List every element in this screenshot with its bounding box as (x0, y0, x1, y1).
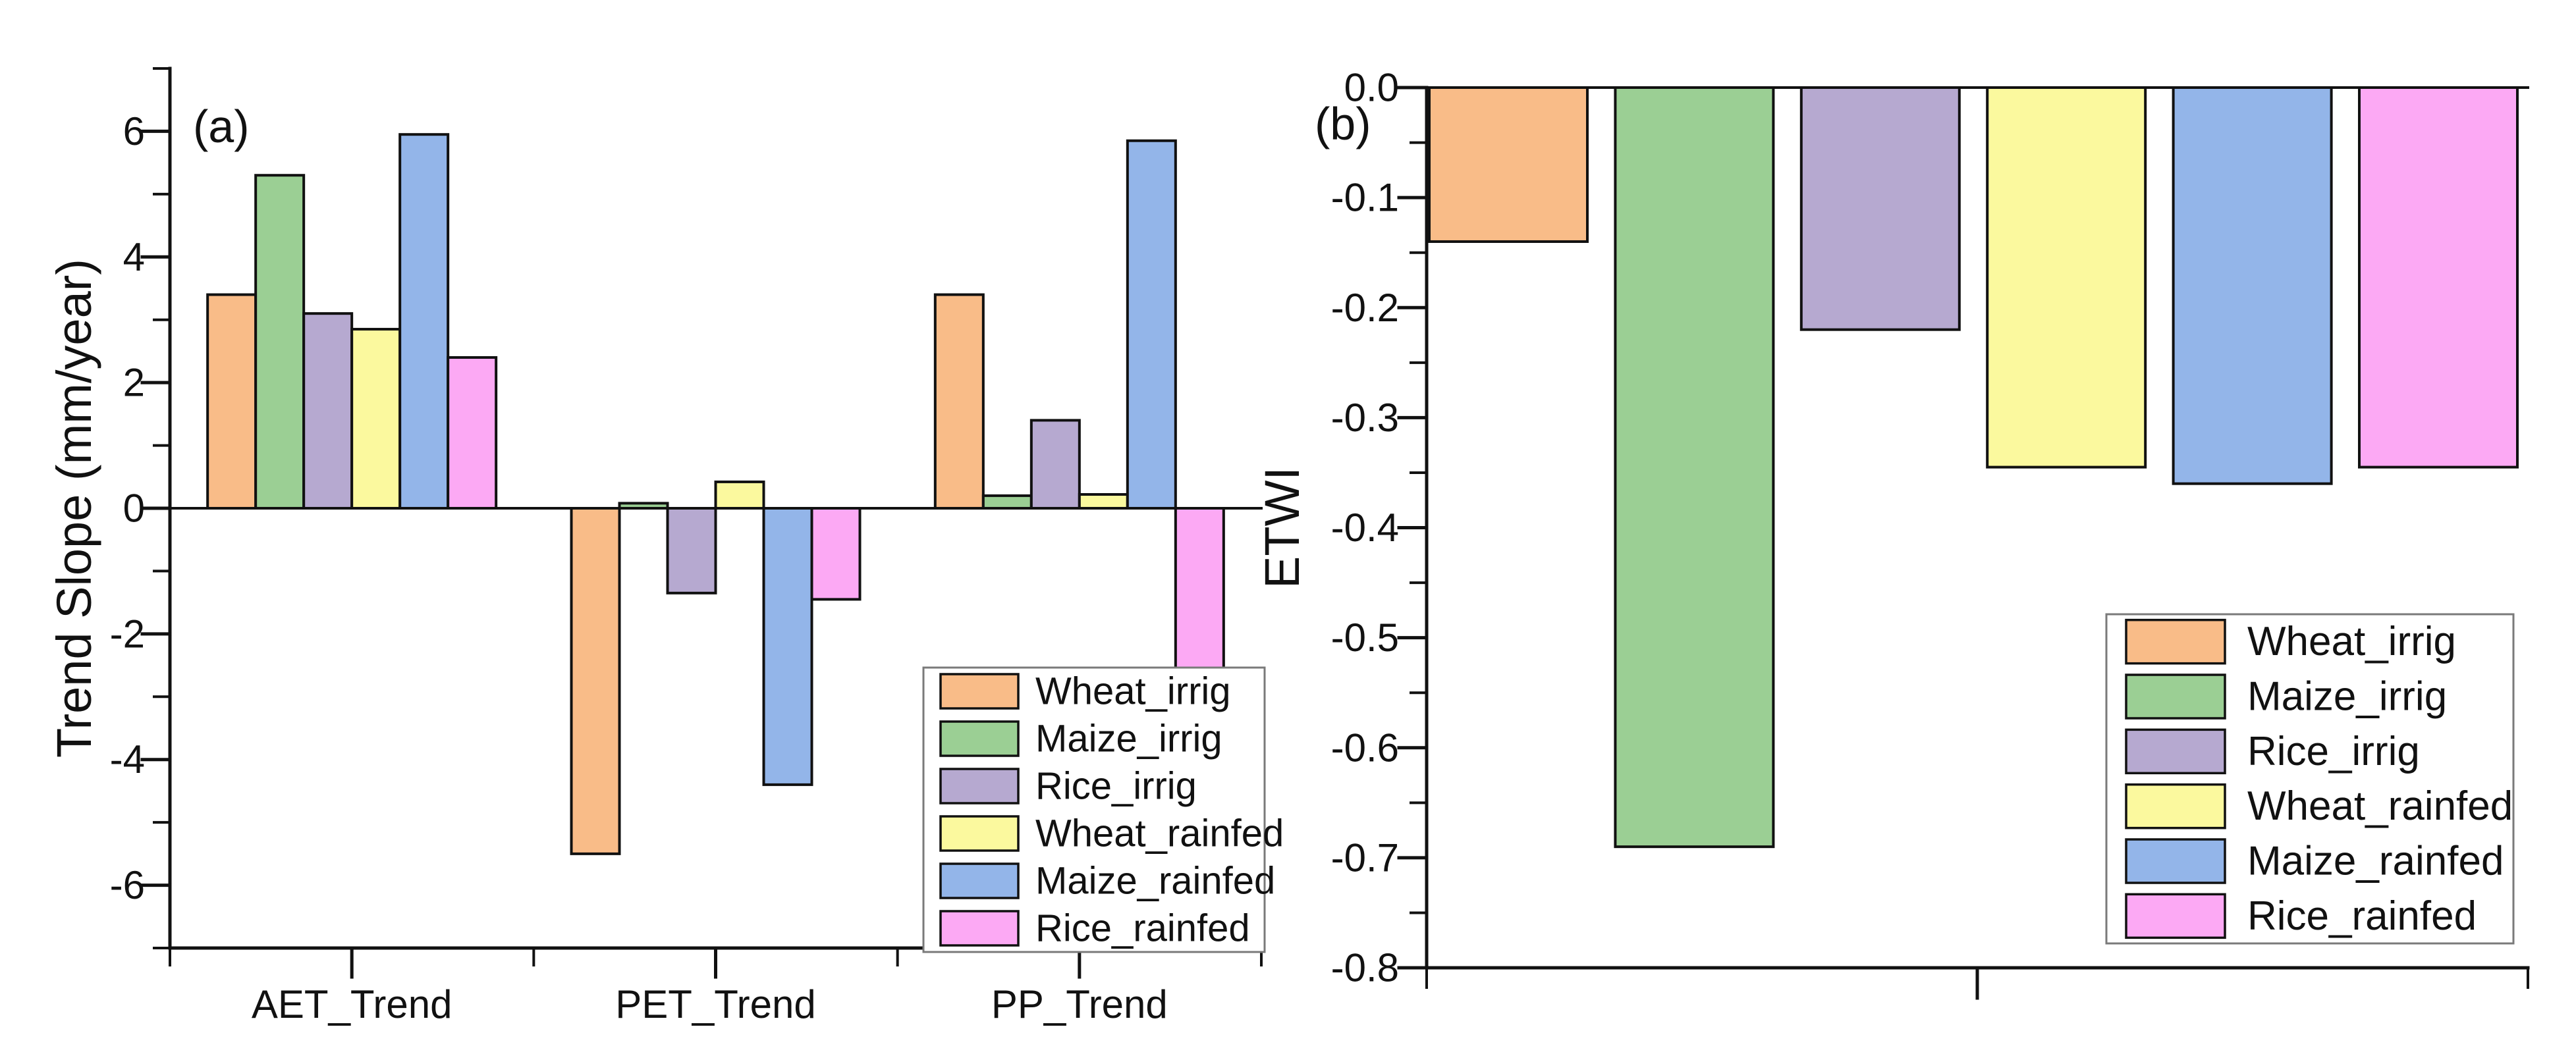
bar-Wheat_rainfed-AET_Trend (350, 328, 402, 510)
bar-Rice_rainfed-etwi (2358, 86, 2519, 469)
bar-Rice_irrig-AET_Trend (302, 312, 354, 510)
legend-a-swatch-Wheat_rainfed (939, 815, 1020, 852)
bar-Maize_irrig-PET_Trend (618, 502, 669, 510)
y-axis-b-tick-label: -0.8 (1331, 946, 1399, 990)
legend-b-swatch-Maize_irrig (2125, 673, 2226, 720)
y-axis-a-tick-label: 0 (123, 487, 145, 531)
bar-Wheat_irrig-PP_Trend (933, 293, 985, 510)
y-axis-b-tick-label: -0.6 (1331, 726, 1399, 770)
bar-Wheat_irrig-PET_Trend (570, 507, 621, 855)
legend-a-label-Wheat_irrig: Wheat_irrig (1035, 670, 1231, 713)
panel-label-b: (b) (1315, 98, 1371, 149)
y-axis-a-tick-label: -2 (110, 612, 145, 656)
bar-Wheat_rainfed-etwi (1986, 86, 2147, 469)
legend-a-label-Rice_rainfed: Rice_rainfed (1035, 907, 1250, 950)
x-axis-a-category-label: PP_Trend (991, 982, 1168, 1026)
bar-Rice_irrig-PP_Trend (1029, 419, 1081, 510)
legend-b-swatch-Wheat_irrig (2125, 618, 2226, 665)
y-axis-b-tick-label: 0.0 (1344, 66, 1399, 110)
bar-Wheat_rainfed-PET_Trend (714, 480, 765, 510)
legend-a-label-Wheat_rainfed: Wheat_rainfed (1035, 812, 1284, 855)
bar-Maize_rainfed-PP_Trend (1126, 139, 1177, 510)
y-axis-a-title: Trend Slope (mm/year) (47, 259, 101, 758)
legend-b-label-Rice_irrig: Rice_irrig (2247, 729, 2420, 774)
y-axis-a-tick-label: -6 (110, 863, 145, 907)
panel-label-a: (a) (193, 101, 250, 152)
bar-Wheat_irrig-AET_Trend (206, 293, 258, 510)
legend-b-label-Wheat_irrig: Wheat_irrig (2247, 619, 2456, 664)
legend-a-swatch-Wheat_irrig (939, 673, 1020, 710)
bar-Wheat_rainfed-PP_Trend (1078, 493, 1129, 510)
legend-b-swatch-Rice_rainfed (2125, 893, 2226, 939)
y-axis-b-title: ETWI (1255, 467, 1309, 589)
bar-Rice_rainfed-PP_Trend (1174, 507, 1225, 670)
y-axis-b-tick-label: -0.7 (1331, 835, 1399, 880)
y-axis-a-tick-label: 4 (123, 235, 145, 279)
bar-Rice_irrig-etwi (1799, 86, 1961, 331)
legend-a-box (922, 666, 1266, 953)
x-axis-a-category-label: AET_Trend (252, 982, 452, 1026)
bar-Maize_irrig-etwi (1614, 86, 1775, 849)
y-axis-a-tick-label: 2 (123, 361, 145, 405)
legend-a-label-Maize_rainfed: Maize_rainfed (1035, 860, 1275, 903)
y-axis-b-tick-label: -0.5 (1331, 616, 1399, 660)
legend-b-swatch-Wheat_rainfed (2125, 783, 2226, 830)
bar-Rice_rainfed-PET_Trend (810, 507, 862, 601)
legend-a-label-Rice_irrig: Rice_irrig (1035, 765, 1197, 808)
bar-Wheat_irrig-etwi (1428, 86, 1589, 243)
legend-b-box (2105, 613, 2515, 945)
y-axis-b-tick-label: -0.3 (1331, 396, 1399, 440)
legend-a-swatch-Maize_rainfed (939, 862, 1020, 899)
bar-Maize_irrig-AET_Trend (254, 174, 306, 510)
bar-Maize_irrig-PP_Trend (981, 494, 1033, 510)
bar-Rice_irrig-PET_Trend (666, 507, 717, 594)
legend-b-label-Wheat_rainfed: Wheat_rainfed (2247, 783, 2513, 829)
legend-a-label-Maize_irrig: Maize_irrig (1035, 718, 1222, 760)
legend-b-label-Maize_rainfed: Maize_rainfed (2247, 839, 2504, 884)
bar-Maize_rainfed-PET_Trend (762, 507, 813, 786)
legend-b-label-Maize_irrig: Maize_irrig (2247, 674, 2447, 720)
bar-Maize_rainfed-AET_Trend (398, 133, 450, 510)
legend-b-swatch-Rice_irrig (2125, 728, 2226, 775)
legend-a-swatch-Rice_irrig (939, 768, 1020, 805)
legend-b-swatch-Maize_rainfed (2125, 838, 2226, 884)
y-axis-b-tick-label: -0.2 (1331, 286, 1399, 330)
y-axis-b-tick-label: -0.4 (1331, 506, 1399, 550)
legend-a-swatch-Maize_irrig (939, 720, 1020, 757)
legend-b-label-Rice_rainfed: Rice_rainfed (2247, 893, 2477, 939)
y-axis-a-tick-label: -4 (110, 737, 145, 781)
x-axis-a-category-label: PET_Trend (615, 982, 816, 1026)
y-axis-a-tick-label: 6 (123, 109, 145, 153)
bar-Maize_rainfed-etwi (2172, 86, 2333, 485)
legend-a-swatch-Rice_rainfed (939, 910, 1020, 947)
bar-Rice_rainfed-AET_Trend (447, 356, 498, 510)
y-axis-b-tick-label: -0.1 (1331, 176, 1399, 220)
